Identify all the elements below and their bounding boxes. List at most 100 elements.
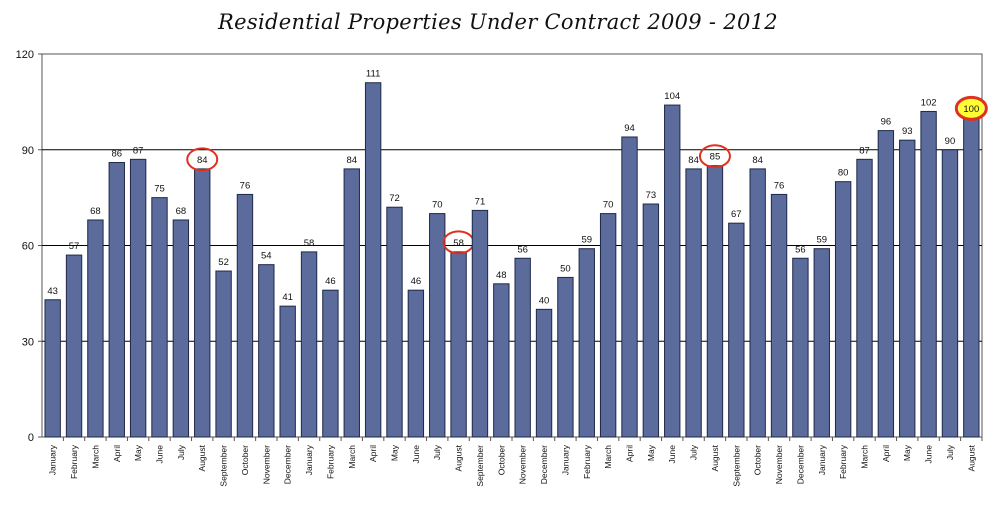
data-label: 58 (304, 238, 315, 249)
data-label: 59 (816, 235, 827, 246)
x-tick-label: November (774, 445, 784, 484)
bar (664, 104, 681, 438)
x-tick-label: December (795, 445, 805, 484)
data-label: 54 (261, 251, 272, 262)
data-label: 56 (517, 244, 528, 255)
bar (877, 130, 895, 438)
data-label: 75 (154, 184, 165, 195)
data-label: 100 (963, 104, 979, 115)
bar (87, 219, 104, 438)
x-tick-label: June (924, 445, 934, 464)
data-label: 70 (432, 200, 443, 211)
bar (407, 289, 425, 438)
data-label: 73 (646, 190, 657, 201)
x-tick-label: December (539, 445, 549, 484)
bar (792, 257, 809, 438)
y-tick-label: 30 (22, 336, 34, 348)
y-tick-label: 0 (28, 432, 34, 444)
bar (963, 117, 980, 438)
x-tick-label: May (646, 444, 656, 461)
bar (770, 193, 788, 438)
x-tick-label: February (582, 444, 592, 479)
y-tick-label: 60 (22, 241, 34, 253)
x-tick-label: May (390, 444, 400, 461)
data-label: 96 (881, 117, 892, 128)
x-tick-label: May (133, 444, 143, 461)
data-label: 71 (475, 196, 486, 207)
data-label: 68 (90, 206, 101, 217)
x-tick-label: January (48, 444, 58, 475)
data-label: 67 (731, 209, 742, 220)
bar (706, 165, 724, 438)
data-label: 87 (859, 145, 870, 156)
bar (386, 206, 403, 438)
bar (236, 193, 254, 438)
circle-annotation (186, 147, 219, 172)
x-tick-label: May (902, 444, 912, 461)
data-label: 72 (389, 193, 400, 204)
circle-annotation (954, 95, 988, 121)
data-label: 84 (197, 155, 208, 166)
bar (129, 158, 147, 438)
x-tick-label: August (710, 444, 720, 471)
bar (834, 181, 852, 438)
data-label: 40 (539, 295, 550, 306)
x-tick-label: April (368, 445, 378, 462)
data-label: 57 (69, 241, 80, 252)
bar (514, 257, 531, 438)
x-tick-label: January (560, 444, 570, 475)
bar (279, 305, 296, 438)
bar (749, 168, 766, 438)
bar (300, 251, 318, 438)
x-tick-label: February (325, 444, 335, 479)
bar (364, 82, 382, 438)
data-label: 94 (624, 123, 635, 134)
data-label: 52 (218, 257, 229, 268)
bar (813, 248, 830, 438)
data-label: 84 (752, 155, 763, 166)
bar (258, 264, 275, 438)
x-tick-label: August (197, 444, 207, 471)
data-label: 46 (411, 276, 422, 287)
bar (108, 162, 125, 438)
circle-annotation (698, 144, 731, 169)
bar (599, 213, 617, 438)
x-tick-label: September (475, 445, 485, 487)
bar (557, 276, 574, 438)
data-label: 93 (902, 126, 913, 137)
data-label: 59 (581, 235, 592, 246)
x-tick-label: August (454, 444, 464, 471)
bar (65, 254, 83, 438)
data-label: 48 (496, 270, 507, 281)
bar (621, 136, 638, 438)
bar (642, 203, 660, 438)
data-label: 102 (921, 97, 937, 108)
bar (535, 308, 553, 438)
x-tick-label: December (283, 445, 293, 484)
bar (215, 270, 232, 438)
x-tick-label: April (112, 445, 122, 462)
data-label: 90 (945, 136, 956, 147)
x-tick-label: July (945, 444, 955, 460)
bar (941, 149, 959, 438)
data-label: 84 (688, 155, 699, 166)
x-tick-label: March (347, 445, 357, 469)
x-tick-label: March (603, 445, 613, 469)
x-tick-label: June (411, 445, 421, 464)
x-tick-label: June (155, 445, 165, 464)
data-label: 56 (795, 244, 806, 255)
x-tick-label: January (817, 444, 827, 475)
y-tick-label: 90 (22, 145, 34, 157)
x-tick-label: April (881, 445, 891, 462)
bar (685, 168, 702, 438)
x-tick-label: October (240, 445, 250, 475)
x-tick-label: January (304, 444, 314, 475)
data-label: 85 (710, 152, 721, 163)
bar (194, 168, 211, 438)
data-label: 111 (366, 69, 380, 80)
bar (728, 222, 745, 438)
bar (471, 209, 489, 438)
data-label: 87 (133, 145, 144, 156)
